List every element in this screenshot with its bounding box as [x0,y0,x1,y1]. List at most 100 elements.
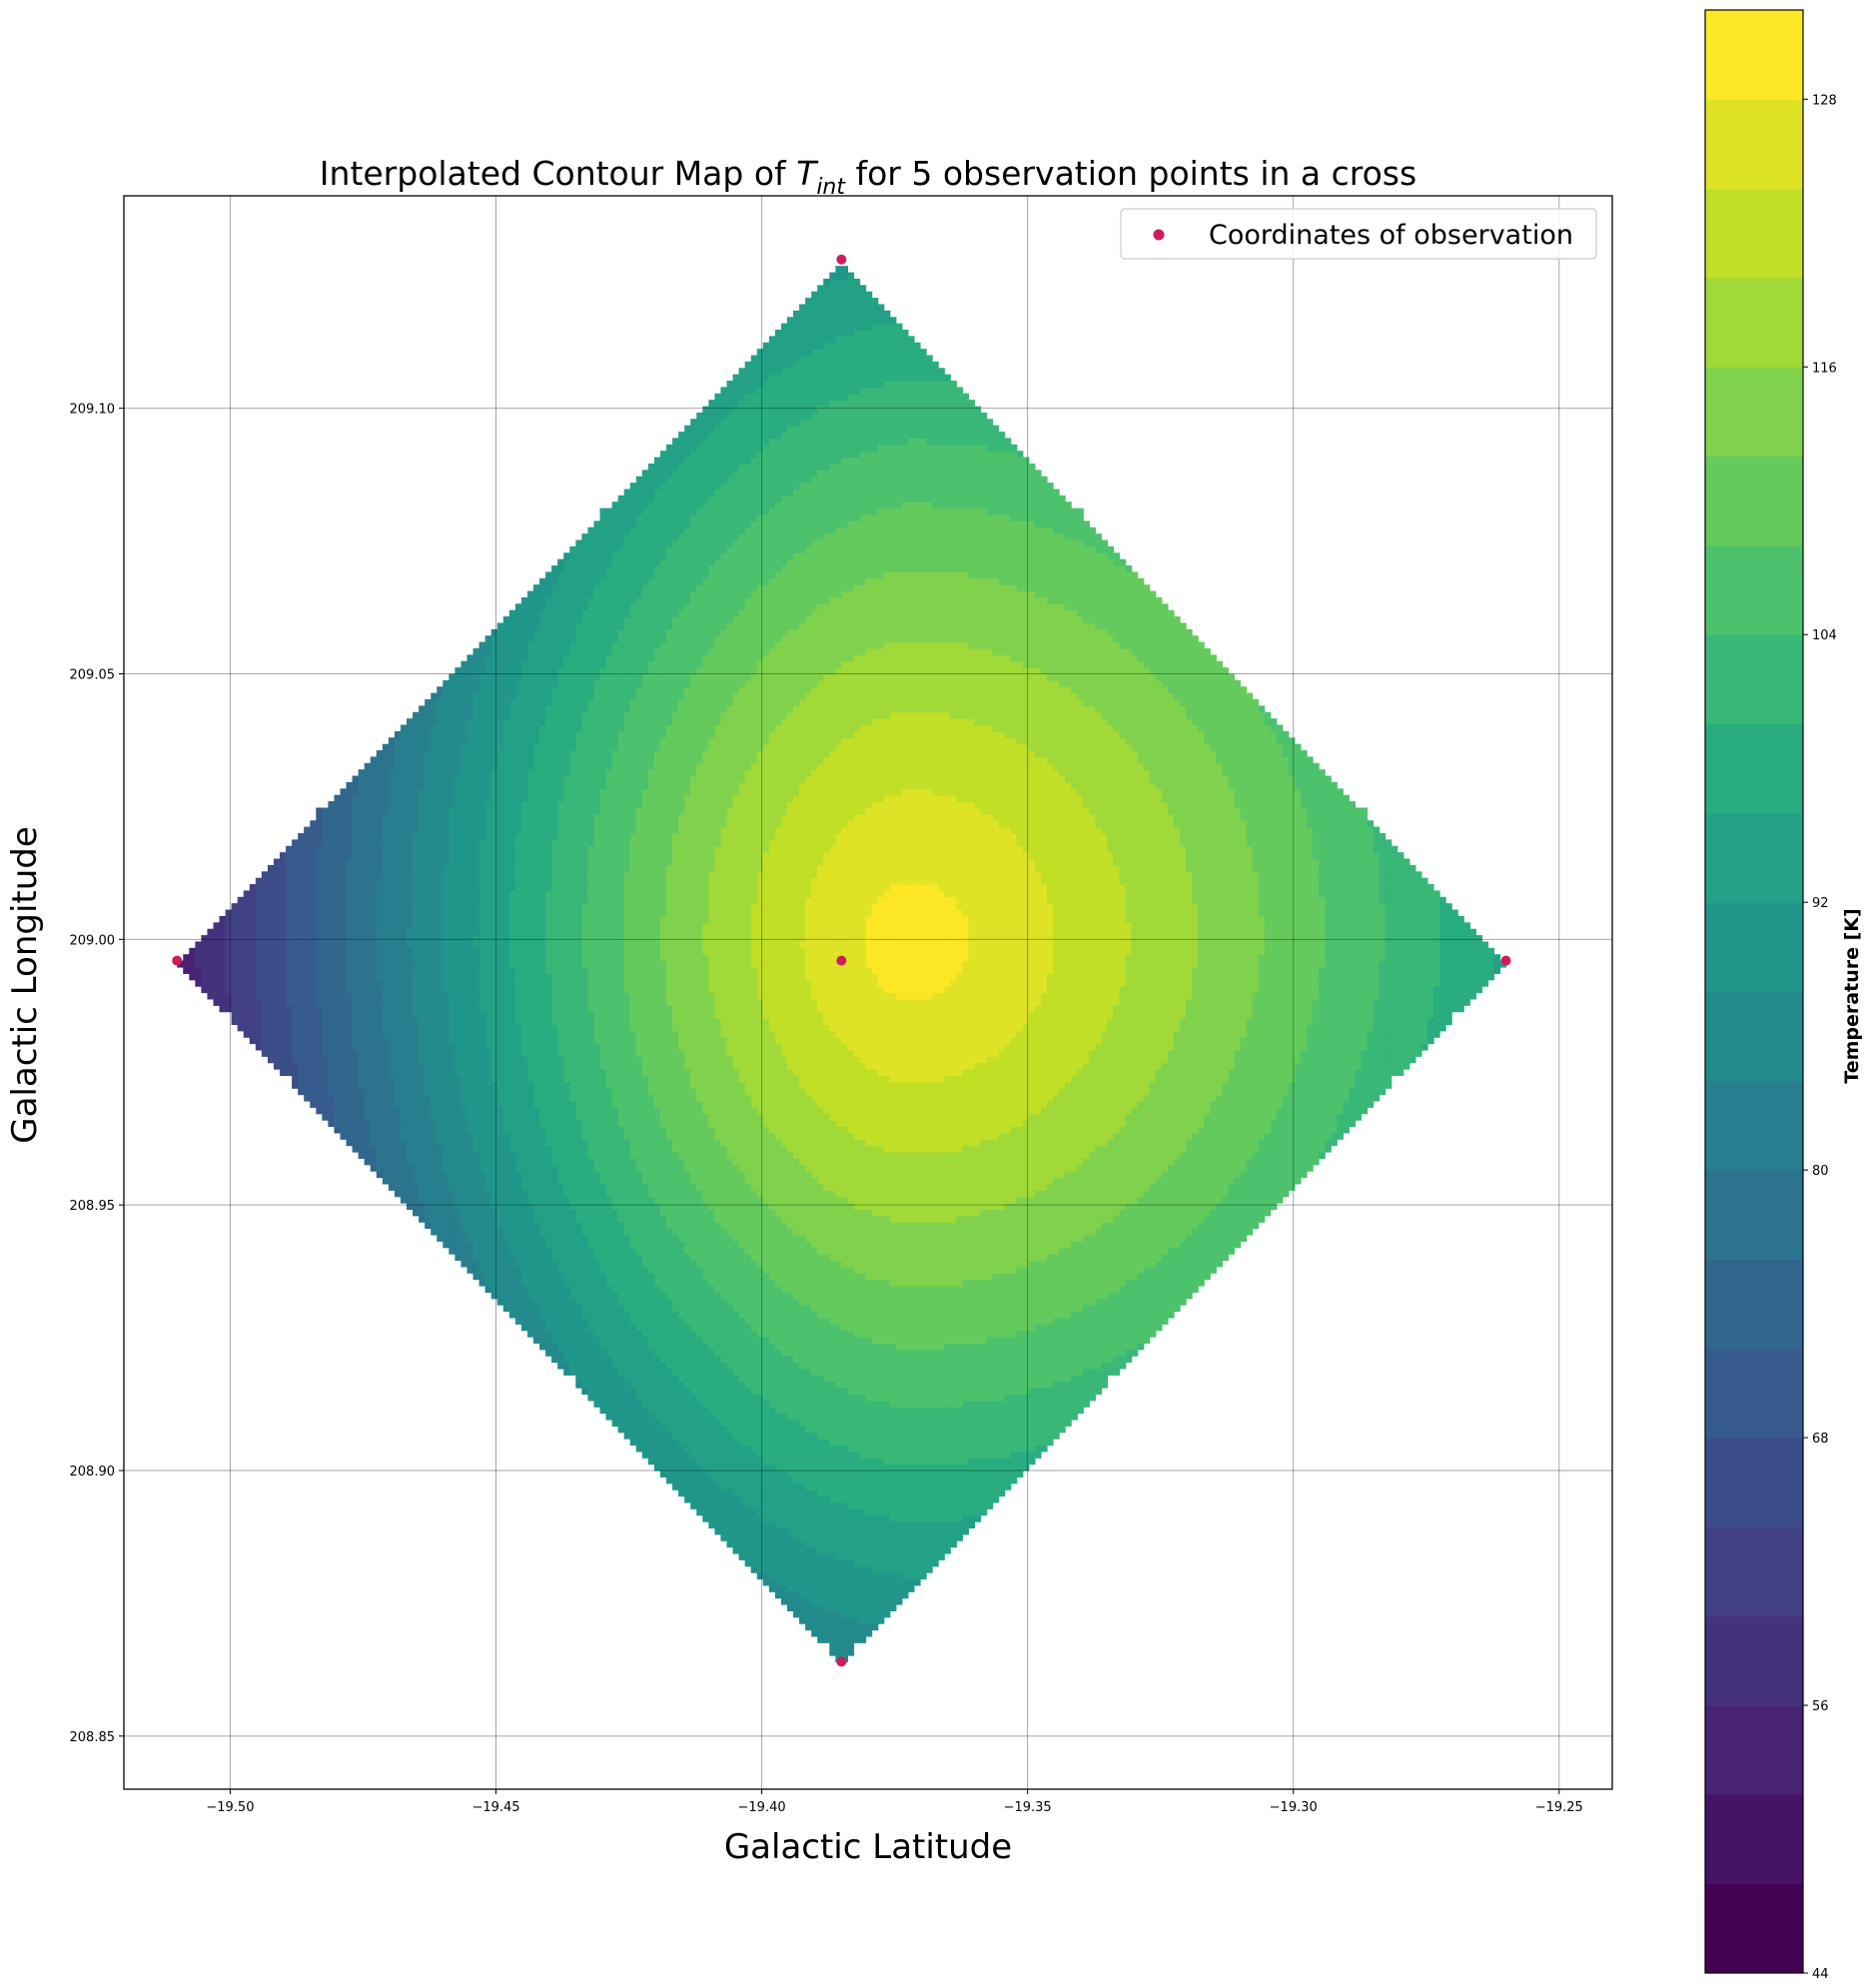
contour-cell [593,622,601,630]
contour-cell [472,711,480,719]
contour-cell [437,756,444,764]
contour-cell [346,864,354,872]
contour-cell [437,1024,444,1032]
contour-cell [520,858,528,866]
contour-cell [328,960,336,968]
contour-cell [449,992,456,1000]
contour-cell [388,1132,396,1140]
contour-cell [551,667,558,675]
contour-cell [443,1209,450,1217]
contour-cell [455,1171,463,1179]
contour-cell [539,909,546,917]
contour-cell [413,954,420,962]
contour-cell [545,1337,552,1344]
contour-cell [382,1030,390,1038]
contour-cell [243,966,251,974]
contour-cell [502,935,510,943]
contour-cell [569,654,576,662]
contour-cell [514,1043,522,1051]
contour-cell [273,941,281,949]
contour-cell [496,762,504,770]
contour-cell [490,686,498,694]
contour-cell [581,571,589,579]
contour-cell [551,1062,558,1070]
contour-cell [388,954,396,962]
contour-cell [563,673,570,681]
contour-cell [292,1043,299,1051]
contour-cell [484,928,492,936]
contour-cell [467,1056,474,1064]
contour-cell [581,1266,589,1274]
contour-cell [425,775,432,783]
contour-cell [358,979,366,987]
title-suffix: for 5 observation points in a cross [845,154,1416,193]
contour-cell [370,852,378,860]
contour-cell [563,864,570,872]
contour-cell [431,788,438,796]
contour-cell [437,877,444,885]
contour-cell [539,750,546,758]
contour-cell [478,1107,486,1115]
contour-cell [526,686,534,694]
contour-cell [478,654,486,662]
contour-cell [304,1043,311,1051]
contour-cell [563,1158,570,1166]
contour-cell [545,1324,552,1332]
contour-cell [508,1234,516,1242]
contour-cell [545,1081,552,1089]
contour-cell [346,896,354,904]
contour-cell [425,1062,432,1070]
contour-cell [340,915,348,923]
contour-cell [587,1037,595,1045]
contour-cell [545,1234,552,1242]
contour-cell [419,1005,426,1013]
contour-cell [520,928,528,936]
contour-cell [388,890,396,898]
contour-cell [376,1056,384,1064]
contour-cell [520,826,528,834]
contour-cell [563,590,570,598]
contour-cell [213,979,221,987]
contour-cell [449,909,456,917]
contour-cell [443,1024,450,1032]
contour-cell [496,1081,504,1089]
contour-cell [376,1037,384,1045]
contour-cell [514,807,522,815]
contour-cell [557,1254,564,1262]
contour-cell [532,954,540,962]
contour-cell [581,1228,589,1236]
contour-cell [587,1215,595,1223]
contour-cell [419,954,426,962]
contour-cell [455,775,463,783]
contour-cell [425,820,432,828]
contour-cell [346,845,354,853]
contour-cell [593,724,601,732]
contour-cell [484,1285,492,1293]
contour-cell [352,928,360,936]
contour-cell [484,1171,492,1179]
contour-cell [502,903,510,911]
contour-cell [587,915,595,923]
contour-cell [593,679,601,687]
contour-cell [514,686,522,694]
contour-cell [394,1069,402,1077]
contour-cell [298,858,305,866]
contour-cell [490,960,498,968]
contour-cell [575,1305,582,1313]
contour-cell [526,1247,534,1255]
contour-cell [249,979,257,987]
contour-cell [539,1203,546,1211]
contour-cell [352,966,360,974]
contour-cell [557,769,564,777]
contour-cell [455,781,463,789]
contour-cell [400,750,408,758]
contour-cell [340,884,348,892]
contour-cell [376,1132,384,1140]
contour-cell [292,864,299,872]
contour-cell [213,947,221,955]
contour-cell [593,1400,601,1408]
contour-cell [334,1107,342,1115]
contour-cell [334,986,342,994]
contour-cell [557,1324,564,1332]
contour-cell [443,711,450,719]
